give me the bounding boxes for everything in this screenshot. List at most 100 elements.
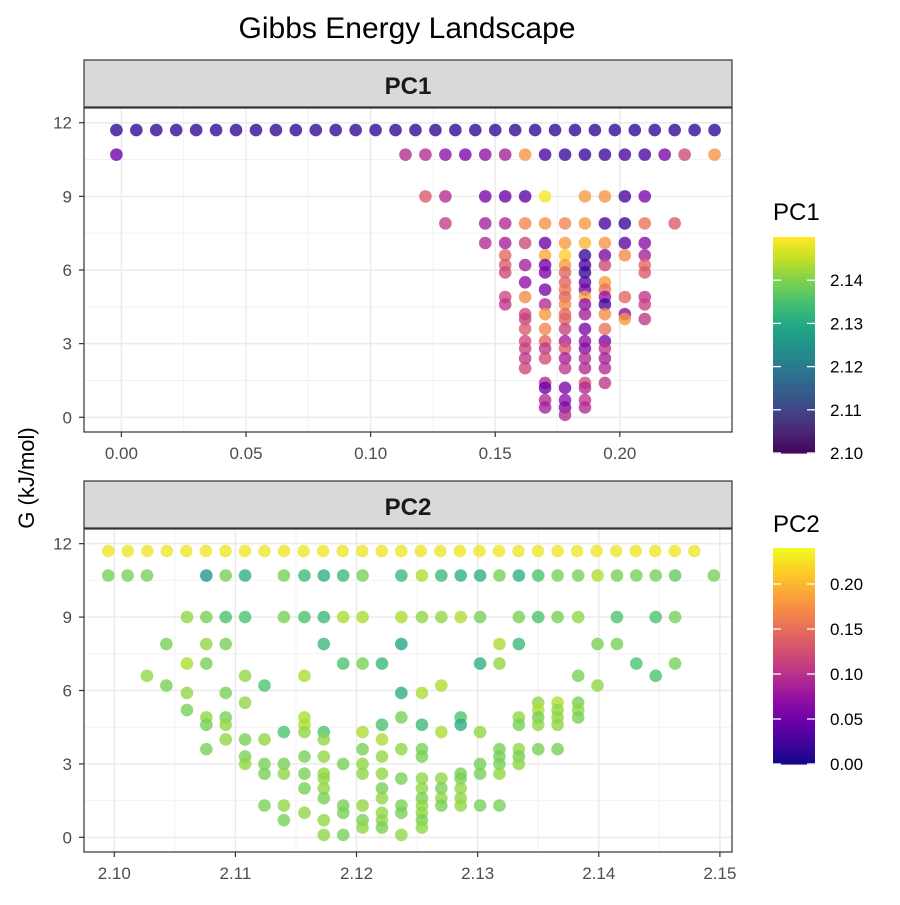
- colorbar-segment: [773, 244, 815, 249]
- data-point: [578, 307, 592, 321]
- colorbar-segment: [773, 746, 815, 751]
- data-point: [336, 806, 350, 820]
- data-point: [219, 733, 233, 746]
- points-pc2: [101, 544, 721, 842]
- data-point: [395, 610, 408, 624]
- data-point: [498, 148, 512, 161]
- colorbar-segment: [773, 298, 815, 303]
- y-tick-label: 6: [63, 261, 72, 280]
- x-tick-label: 2.13: [461, 864, 494, 883]
- data-point: [209, 123, 223, 137]
- data-point: [459, 148, 472, 161]
- data-point: [439, 148, 452, 161]
- data-point: [518, 258, 532, 272]
- data-point: [317, 828, 331, 842]
- colorbar-segment: [773, 587, 815, 592]
- data-point: [200, 718, 213, 732]
- data-point: [609, 544, 623, 558]
- data-point: [558, 217, 572, 230]
- data-point: [598, 322, 612, 336]
- data-point: [538, 190, 552, 203]
- data-point: [551, 610, 564, 624]
- data-point: [219, 544, 232, 558]
- data-point: [317, 791, 331, 805]
- x-tick-label: 0.05: [229, 444, 262, 463]
- data-point: [649, 669, 662, 683]
- data-point: [258, 767, 271, 780]
- data-point: [558, 381, 572, 395]
- data-point: [493, 767, 506, 780]
- data-point: [473, 725, 487, 739]
- colorbar-segment: [773, 584, 815, 589]
- data-point: [375, 544, 389, 558]
- colorbar-segment: [773, 431, 815, 436]
- colorbar-segment: [773, 287, 815, 292]
- colorbar-segment: [773, 442, 815, 447]
- colorbar-segment: [773, 717, 815, 722]
- facet-strip: [83, 59, 733, 108]
- data-point: [298, 610, 311, 624]
- y-tick-label: 12: [53, 114, 72, 133]
- colorbar-tick-label: 2.14: [830, 271, 863, 290]
- data-point: [415, 750, 429, 763]
- colorbar-segment: [773, 370, 815, 375]
- data-point: [598, 148, 612, 161]
- colorbar-segment: [773, 363, 815, 368]
- data-point: [558, 352, 572, 365]
- data-point: [478, 148, 492, 161]
- data-point: [518, 312, 532, 326]
- data-point: [512, 610, 526, 624]
- colorbar-segment: [773, 735, 815, 740]
- colorbar-segment: [773, 681, 815, 686]
- chart-title: Gibbs Energy Landscape: [239, 12, 576, 45]
- colorbar-segment: [773, 294, 815, 299]
- data-point: [551, 742, 564, 756]
- data-point: [415, 782, 429, 795]
- data-point: [591, 679, 604, 692]
- colorbar-segment: [773, 366, 815, 371]
- y-tick-label: 3: [63, 335, 72, 354]
- colorbar-segment: [773, 634, 815, 639]
- colorbar-segment: [773, 262, 815, 267]
- data-point: [439, 190, 452, 203]
- colorbar-segment: [773, 702, 815, 707]
- data-point: [538, 352, 552, 365]
- data-point: [277, 799, 291, 812]
- data-point: [317, 772, 331, 785]
- colorbar-segment: [773, 605, 815, 610]
- data-point: [356, 725, 369, 739]
- data-point: [238, 669, 252, 683]
- data-point: [356, 610, 369, 624]
- data-point: [101, 569, 115, 582]
- data-point: [578, 190, 592, 203]
- colorbar-segment: [773, 399, 815, 404]
- data-point: [518, 342, 532, 355]
- colorbar-segment: [773, 620, 815, 625]
- colorbar-segment: [773, 677, 815, 682]
- data-point: [298, 767, 311, 780]
- colorbar-segment: [773, 247, 815, 252]
- data-point: [538, 401, 552, 414]
- data-point: [336, 828, 350, 842]
- data-point: [473, 569, 487, 582]
- data-point: [531, 544, 545, 558]
- data-point: [277, 569, 291, 582]
- data-point: [473, 757, 487, 771]
- colorbar-segment: [773, 355, 815, 360]
- data-point: [395, 806, 408, 820]
- data-point: [258, 544, 271, 558]
- data-point: [531, 718, 545, 732]
- colorbar-segment: [773, 699, 815, 704]
- data-point: [375, 657, 389, 670]
- data-point: [439, 217, 452, 230]
- data-point: [571, 669, 585, 683]
- data-point: [638, 190, 652, 203]
- data-point: [277, 610, 291, 624]
- data-point: [336, 610, 350, 624]
- colorbar-segment: [773, 551, 815, 556]
- facet-strip-label: PC1: [385, 73, 432, 100]
- data-point: [375, 750, 389, 763]
- colorbar-segment: [773, 337, 815, 342]
- data-point: [130, 123, 143, 137]
- data-point: [638, 266, 652, 279]
